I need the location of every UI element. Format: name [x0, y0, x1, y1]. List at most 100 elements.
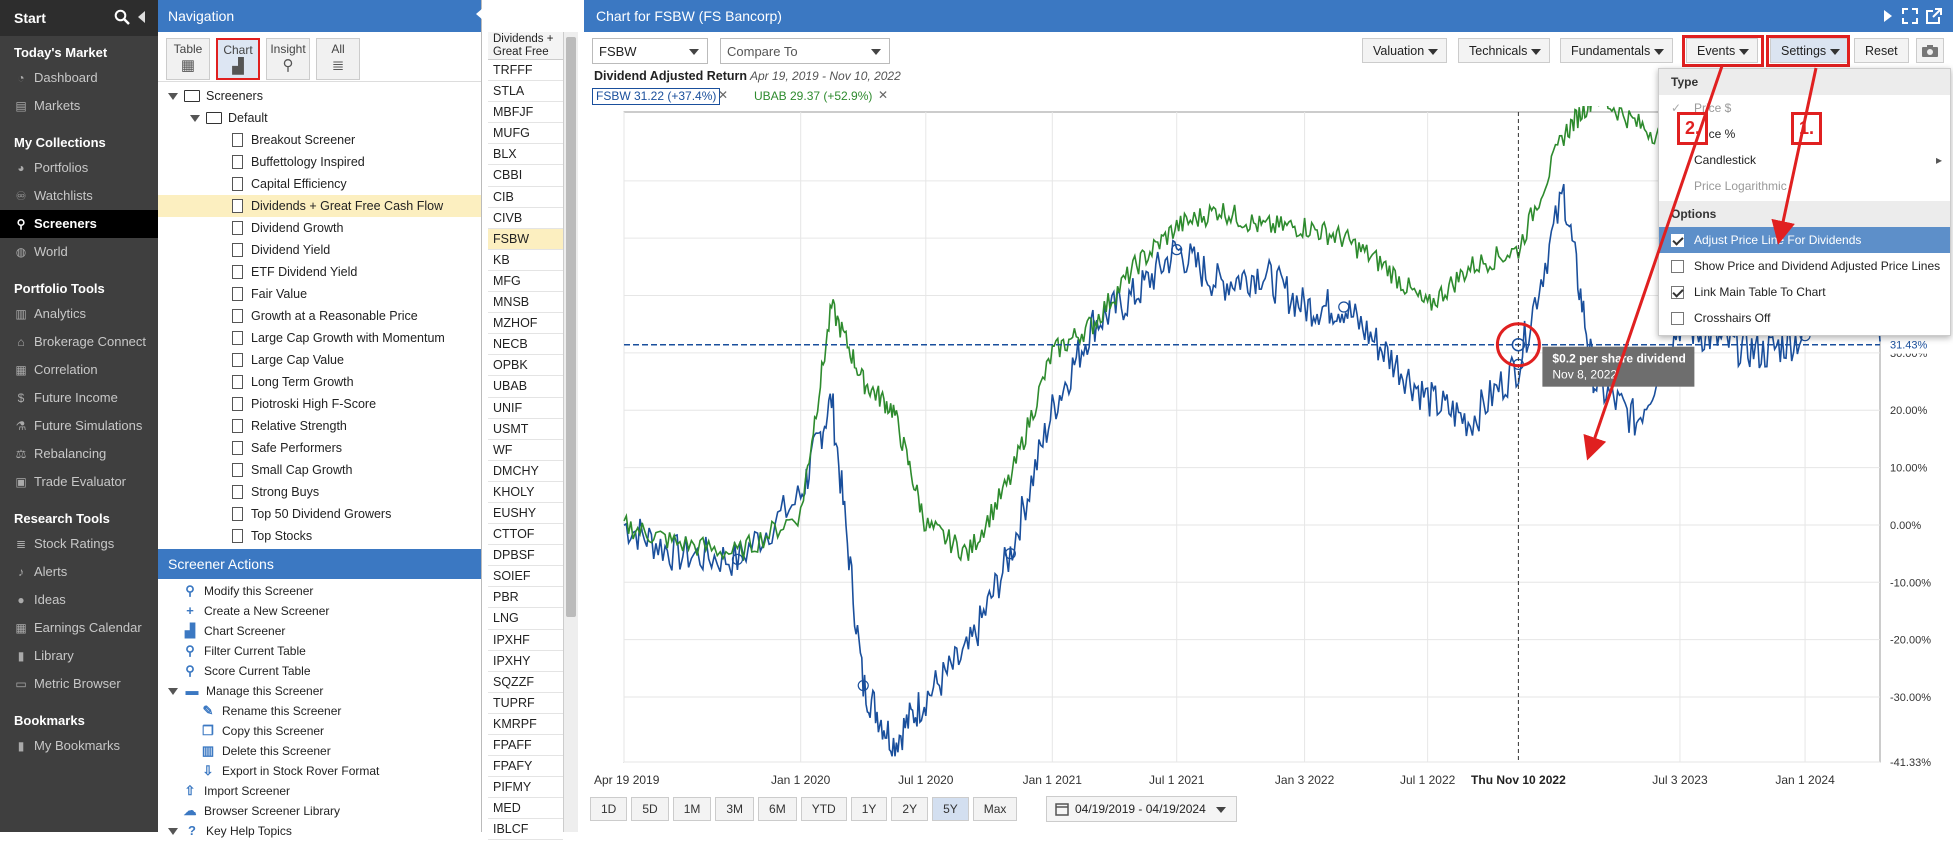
symbol-row[interactable]: KHOLY [488, 482, 563, 503]
events-button[interactable]: Events [1686, 38, 1759, 63]
screener-item[interactable]: ETF Dividend Yield [158, 261, 481, 283]
screener-item[interactable]: Long Term Growth [158, 371, 481, 393]
screener-item[interactable]: Dividends + Great Free Cash Flow [158, 195, 481, 217]
collapse-nav-icon[interactable] [476, 8, 484, 20]
range-6m[interactable]: 6M [758, 797, 797, 821]
screener-item[interactable]: Dividend Yield [158, 239, 481, 261]
action-export-in-stock-rover-format[interactable]: ⇩ Export in Stock Rover Format [158, 761, 481, 781]
symbol-row[interactable]: STLA [488, 81, 563, 103]
action-filter-current-table[interactable]: ⚲ Filter Current Table [158, 641, 481, 661]
date-range-picker[interactable]: 04/19/2019 - 04/19/2024 [1046, 796, 1237, 822]
expand-right-icon[interactable] [1884, 10, 1892, 22]
nav-item-future-income[interactable]: $ Future Income [0, 384, 158, 412]
nav-item-ideas[interactable]: ● Ideas [0, 586, 158, 614]
screener-item[interactable]: Fair Value [158, 283, 481, 305]
symbol-row[interactable]: PBR [488, 587, 563, 609]
symbol-row[interactable]: MZHOF [488, 313, 563, 335]
screener-item[interactable]: Safe Performers [158, 437, 481, 459]
tab-insight[interactable]: Insight ⚲ [266, 38, 310, 80]
symbol-row[interactable]: IBLCF [488, 819, 563, 841]
nav-item-trade-evaluator[interactable]: ▣ Trade Evaluator [0, 468, 158, 496]
symbol-row[interactable]: USMT [488, 419, 563, 440]
menu-price-log[interactable]: Price Logarithmic [1694, 179, 1787, 193]
action-chart-screener[interactable]: ▟ Chart Screener [158, 621, 481, 641]
close-icon[interactable]: ✕ [878, 88, 889, 102]
action-score-current-table[interactable]: ⚲ Score Current Table [158, 661, 481, 681]
symbol-row[interactable]: CIVB [488, 208, 563, 229]
expand-icon[interactable] [168, 92, 178, 100]
menu-option-adjust-price-line-for-dividends[interactable]: Adjust Price Line For Dividends [1659, 227, 1950, 253]
nav-item-metric-browser[interactable]: ▭ Metric Browser [0, 670, 158, 698]
symbol-row[interactable]: KB [488, 250, 563, 271]
nav-item-alerts[interactable]: ♪ Alerts [0, 558, 158, 586]
checkbox-icon[interactable] [1671, 285, 1684, 299]
action-browser-screener-library[interactable]: ☁ Browser Screener Library [158, 801, 481, 821]
tree-default[interactable]: Default [158, 107, 481, 129]
screener-item[interactable]: Buffettology Inspired [158, 151, 481, 173]
checkbox-icon[interactable] [1671, 259, 1684, 273]
nav-item-correlation[interactable]: ▦ Correlation [0, 356, 158, 384]
expand-icon[interactable] [190, 114, 200, 122]
start-header[interactable]: Start [0, 0, 158, 36]
compare-to-input[interactable]: Compare To [720, 38, 890, 64]
action-import-screener[interactable]: ⇧ Import Screener [158, 781, 481, 801]
range-1y[interactable]: 1Y [850, 797, 888, 821]
chevron-down-icon[interactable] [689, 49, 699, 55]
legend-fsbw[interactable]: FSBW 31.22 (+37.4%) [592, 88, 721, 105]
screener-item[interactable]: Top 50 Dividend Growers [158, 503, 481, 525]
symbol-row[interactable]: MUFG [488, 123, 563, 145]
symbol-row[interactable]: FPAFF [488, 735, 563, 757]
nav-item-rebalancing[interactable]: ⚖ Rebalancing [0, 440, 158, 468]
nav-item-watchlists[interactable]: ♾ Watchlists [0, 182, 158, 210]
symbol-row[interactable]: BLX [488, 144, 563, 166]
symbol-row[interactable]: DMCHY [488, 461, 563, 482]
nav-item-analytics[interactable]: ▥ Analytics [0, 300, 158, 328]
tree-root[interactable]: Screeners [158, 85, 481, 107]
range-ytd[interactable]: YTD [800, 797, 847, 821]
action-delete-this-screener[interactable]: ▥ Delete this Screener [158, 741, 481, 761]
search-icon[interactable] [114, 9, 130, 25]
expand-icon[interactable] [168, 687, 178, 695]
screener-item[interactable]: Capital Efficiency [158, 173, 481, 195]
nav-item-brokerage-connect[interactable]: ⌂ Brokerage Connect [0, 328, 158, 356]
nav-item-future-simulations[interactable]: ⚗ Future Simulations [0, 412, 158, 440]
screener-item[interactable]: Relative Strength [158, 415, 481, 437]
symbol-row[interactable]: SOIEF [488, 566, 563, 588]
checkbox-icon[interactable] [1671, 233, 1684, 247]
action-key-help-topics[interactable]: ? Key Help Topics [158, 821, 481, 841]
symbol-row[interactable]: LNG [488, 608, 563, 630]
menu-option-link-main-table-to-chart[interactable]: Link Main Table To Chart [1659, 279, 1950, 305]
symbol-row[interactable]: TUPRF [488, 693, 563, 714]
symbol-row[interactable]: IPXHY [488, 651, 563, 672]
range-3m[interactable]: 3M [715, 797, 755, 821]
screenshot-button[interactable] [1916, 38, 1944, 63]
legend-ubab[interactable]: UBAB 29.37 (+52.9%) [754, 89, 872, 103]
symbol-row[interactable]: IPXHF [488, 630, 563, 651]
checkbox-icon[interactable] [1671, 311, 1684, 325]
symbol-row[interactable]: MBFJF [488, 102, 563, 124]
popout-icon[interactable] [1926, 8, 1942, 24]
symbol-row[interactable]: UBAB [488, 376, 563, 398]
tab-chart[interactable]: Chart ▟ [216, 38, 260, 80]
screener-item[interactable]: Piotroski High F-Score [158, 393, 481, 415]
range-1m[interactable]: 1M [672, 797, 712, 821]
nav-item-portfolios[interactable]: ◕ Portfolios [0, 154, 158, 182]
nav-item-markets[interactable]: ▤ Markets [0, 92, 158, 120]
symbol-row[interactable]: SQZZF [488, 672, 563, 693]
menu-option-show-price-and-dividend-adjusted-price-lines[interactable]: Show Price and Dividend Adjusted Price L… [1659, 253, 1950, 279]
collapse-left-icon[interactable] [138, 11, 146, 23]
nav-item-library[interactable]: ▮ Library [0, 642, 158, 670]
range-5y[interactable]: 5Y [932, 797, 969, 821]
action-manage-this-screener[interactable]: ▬ Manage this Screener [158, 681, 481, 701]
reset-button[interactable]: Reset [1854, 38, 1909, 63]
symbol-row[interactable]: FPAFY [488, 756, 563, 778]
symbol-row[interactable]: OPBK [488, 355, 563, 377]
nav-item-earnings-calendar[interactable]: ▦ Earnings Calendar [0, 614, 158, 642]
valuation-button[interactable]: Valuation [1362, 38, 1448, 63]
close-icon[interactable]: ✕ [718, 88, 729, 102]
tab-table[interactable]: Table ▦ [166, 38, 210, 80]
menu-candlestick[interactable]: Candlestick ▸ [1659, 147, 1950, 173]
symbol-row[interactable]: CIB [488, 187, 563, 208]
symbol-row[interactable]: CTTOF [488, 524, 563, 546]
symbol-row[interactable]: MFG [488, 271, 563, 293]
